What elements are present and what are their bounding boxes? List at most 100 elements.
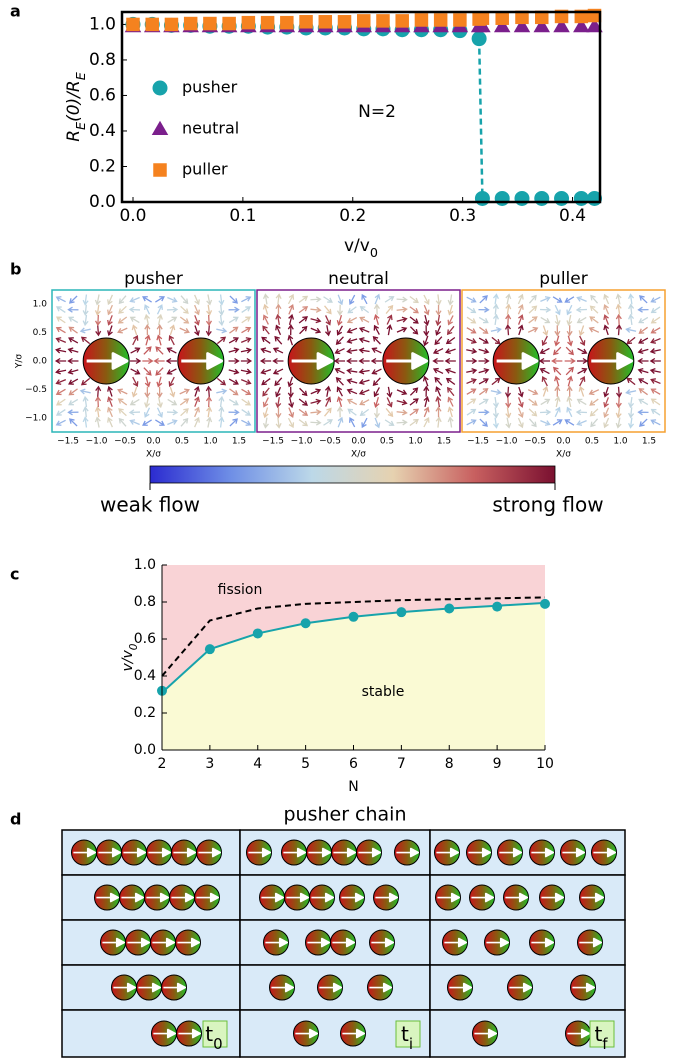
- flow-arrow: [324, 407, 332, 417]
- flow-arrow: [333, 357, 346, 365]
- flow-arrow: [168, 334, 175, 346]
- flow-arrow: [466, 337, 477, 344]
- flow-arrow: [358, 326, 370, 333]
- flow-arrow: [153, 357, 165, 365]
- flow-arrow: [445, 377, 456, 386]
- x-axis-label: N: [348, 779, 358, 795]
- jump-line: [477, 38, 484, 199]
- flow-arrow: [466, 306, 477, 314]
- marker-square: [164, 17, 179, 32]
- flow-arrow: [241, 419, 252, 426]
- flow-x-tick-label: 1.0: [408, 437, 423, 447]
- flow-arrow: [588, 326, 600, 333]
- y-tick-label: 0.8: [89, 50, 116, 70]
- flow-x-tick-label: −0.5: [524, 437, 546, 447]
- swimmer-arrow: [196, 892, 220, 903]
- x-axis-label-part: v/v: [344, 236, 370, 256]
- flow-arrow: [385, 304, 394, 314]
- flow-arrow: [346, 368, 358, 375]
- flow-arrow: [446, 386, 455, 397]
- flow-arrow: [310, 306, 322, 313]
- swimmer-arrow: [86, 352, 129, 370]
- swimmer-arrow: [486, 937, 510, 948]
- flow-arrow: [205, 385, 212, 397]
- flow-arrow: [554, 375, 560, 387]
- flow-arrow: [538, 357, 551, 365]
- time-label-part: i: [409, 1035, 413, 1053]
- marker-triangle: [513, 17, 531, 33]
- legend-label: pusher: [182, 78, 238, 97]
- flow-arrow: [205, 314, 213, 327]
- flow-arrow: [588, 389, 600, 396]
- flow-arrow: [478, 367, 490, 374]
- flow-arrow: [144, 334, 151, 346]
- flow-arrow: [565, 366, 575, 376]
- flow-arrow: [566, 304, 573, 316]
- flow-arrow: [434, 336, 443, 346]
- flow-arrow: [650, 296, 661, 303]
- flow-arrow: [492, 313, 499, 326]
- flow-arrow: [567, 375, 573, 387]
- flow-arrow: [287, 386, 294, 399]
- swimmer-arrow: [593, 847, 617, 858]
- legend-label: neutral: [182, 119, 239, 138]
- flow-arrow: [590, 294, 599, 304]
- flow-arrow: [396, 399, 408, 406]
- flow-arrow: [554, 395, 561, 408]
- flow-arrow: [358, 337, 370, 344]
- marker-circle: [534, 190, 550, 206]
- swimmer-arrow: [371, 937, 395, 948]
- flow-arrow: [373, 303, 380, 315]
- flow-arrow: [55, 379, 67, 385]
- flow-x-tick-label: 0.5: [175, 437, 189, 447]
- flow-arrow: [615, 386, 623, 398]
- flow-arrow: [478, 398, 489, 406]
- flow-arrow: [492, 417, 499, 429]
- flow-arrow: [325, 396, 332, 407]
- flow-arrow: [552, 419, 563, 426]
- flow-arrow: [142, 357, 154, 365]
- swimmer-arrow: [265, 937, 289, 948]
- swimmer-arrow: [311, 892, 335, 903]
- flow-arrow: [206, 406, 213, 418]
- flow-arrow: [435, 314, 442, 327]
- flow-arrow: [228, 378, 239, 385]
- flow-arrow: [54, 357, 67, 365]
- flow-arrow: [589, 305, 599, 314]
- flow-arrow: [55, 347, 67, 354]
- flow-arrow: [490, 389, 502, 396]
- flow-arrow: [336, 386, 343, 397]
- flow-arrow: [396, 419, 408, 426]
- flow-arrow: [218, 294, 225, 306]
- swimmer-arrow: [127, 937, 151, 948]
- flow-arrow: [310, 388, 322, 395]
- flow-arrow: [384, 296, 395, 303]
- flow-arrow: [492, 396, 499, 409]
- flow-arrow: [118, 408, 127, 417]
- chain-title: pusher chain: [283, 804, 406, 826]
- y-axis-label-part: R: [64, 130, 84, 142]
- flow-arrow: [409, 398, 419, 406]
- flow-arrow: [169, 386, 176, 398]
- flow-arrow: [576, 420, 587, 426]
- flow-x-tick-label: −0.5: [114, 437, 136, 447]
- flow-arrow: [240, 368, 252, 375]
- annotation: N=2: [358, 102, 396, 122]
- flow-arrow: [444, 367, 456, 374]
- flow-arrow: [540, 296, 551, 302]
- flow-arrow: [361, 293, 368, 305]
- flow-arrow: [566, 325, 573, 337]
- flow-arrow: [435, 304, 442, 316]
- flow-arrow: [517, 324, 524, 336]
- flow-arrow: [650, 408, 661, 416]
- flow-x-tick-label: 0.0: [146, 437, 161, 447]
- flow-arrow: [107, 315, 113, 326]
- marker-square: [203, 16, 217, 31]
- flow-arrow: [107, 294, 113, 306]
- flow-arrow: [131, 386, 138, 398]
- flow-x-tick-label: 1.0: [613, 437, 628, 447]
- marker-square: [414, 13, 429, 27]
- flow-arrow: [272, 347, 284, 354]
- flow-arrow: [80, 377, 91, 386]
- marker-square: [475, 11, 490, 25]
